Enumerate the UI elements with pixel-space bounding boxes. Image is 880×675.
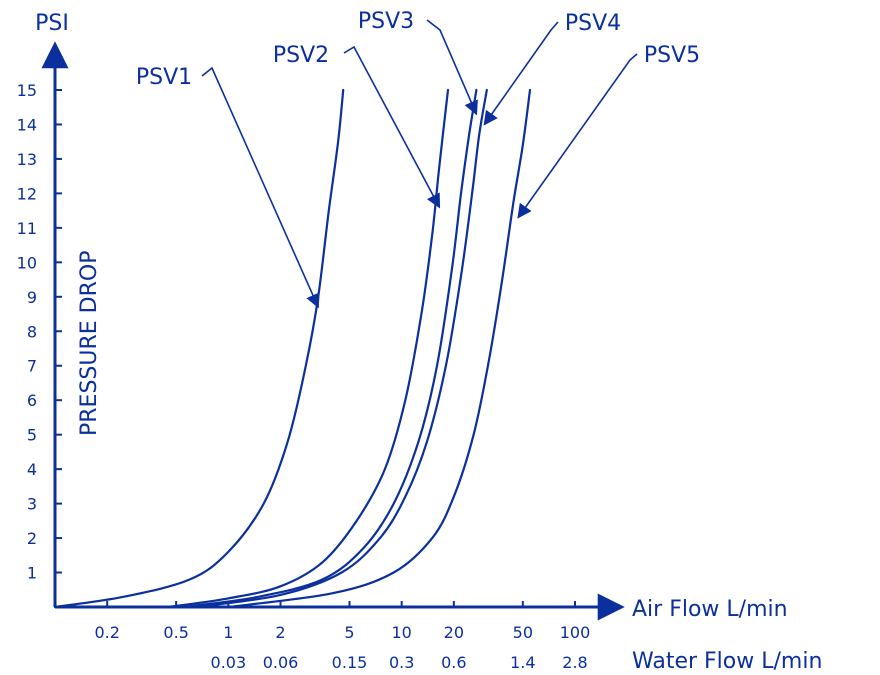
x-tick-label-air: 1 — [223, 623, 233, 642]
series-line-psv3 — [182, 88, 478, 609]
callout-arrow — [426, 19, 478, 116]
y-tick-label: 8 — [27, 322, 37, 341]
x-axis-label-air: Air Flow L/min — [632, 597, 788, 622]
x-tick-label-water: 1.4 — [510, 653, 535, 672]
y-axis-label: PRESSURE DROP — [77, 251, 102, 436]
callout-arrow — [201, 66, 320, 309]
x-tick-label-air: 20 — [444, 623, 464, 642]
series-line-psv1 — [53, 88, 345, 609]
x-tick-label-air: 0.5 — [163, 623, 188, 642]
y-tick-label: 2 — [27, 529, 37, 548]
y-tick-label: 9 — [27, 288, 37, 307]
x-ticks: 0.2 0.5 1 2 5 10 20 50 100 0.03 0.06 0.15 0.3 0.6 1.4 2… — [94, 601, 590, 672]
callout-psv3: PSV3 — [358, 9, 478, 116]
x-tick-label-air: 100 — [560, 623, 591, 642]
callout-psv1: PSV1 — [136, 65, 320, 309]
series-lines — [53, 88, 532, 609]
y-tick-label: 11 — [17, 219, 37, 238]
series-line-psv4 — [194, 88, 488, 609]
callout-psv4: PSV4 — [483, 11, 621, 126]
x-tick-label-water: 0.03 — [211, 653, 247, 672]
y-tick-label: 1 — [27, 564, 37, 583]
callout-psv2: PSV2 — [273, 43, 441, 209]
callout-label: PSV2 — [273, 43, 329, 68]
x-tick-label-water: 0.15 — [332, 653, 368, 672]
x-tick-label-air: 2 — [275, 623, 285, 642]
callout-label: PSV3 — [358, 9, 414, 34]
y-unit-label: PSI — [35, 11, 69, 36]
x-tick-label-air: 50 — [513, 623, 533, 642]
y-tick-label: 7 — [27, 357, 37, 376]
x-tick-label-water: 0.3 — [389, 653, 414, 672]
series-line-psv2 — [167, 88, 450, 609]
y-tick-label: 3 — [27, 495, 37, 514]
y-tick-label: 5 — [27, 426, 37, 445]
callout-arrow — [343, 45, 441, 209]
x-axis-label-water: Water Flow L/min — [632, 649, 822, 674]
series-line-psv5 — [227, 88, 532, 609]
y-tick-label: 13 — [17, 150, 37, 169]
y-tick-label: 14 — [17, 115, 37, 134]
callout-label: PSV5 — [644, 43, 700, 68]
x-tick-label-water: 0.06 — [263, 653, 299, 672]
y-tick-label: 15 — [17, 81, 37, 100]
callout-arrow — [483, 21, 559, 126]
y-tick-label: 4 — [27, 460, 37, 479]
x-tick-label-water: 0.6 — [441, 653, 466, 672]
series-callouts: PSV1 PSV2 PSV3 PSV4 PSV5 — [136, 9, 700, 309]
x-tick-label-air: 10 — [391, 623, 411, 642]
y-tick-label: 10 — [17, 253, 37, 272]
x-tick-label-air: 0.2 — [94, 623, 119, 642]
callout-psv5: PSV5 — [517, 43, 700, 219]
callout-arrow — [517, 53, 638, 219]
x-tick-label-air: 5 — [344, 623, 354, 642]
callout-label: PSV1 — [136, 65, 192, 90]
axis-labels: PSI PRESSURE DROP Air Flow L/min Water F… — [35, 11, 822, 674]
y-tick-label: 12 — [17, 184, 37, 203]
callout-label: PSV4 — [565, 11, 621, 36]
x-tick-label-water: 2.8 — [562, 653, 587, 672]
y-tick-label: 6 — [27, 391, 37, 410]
